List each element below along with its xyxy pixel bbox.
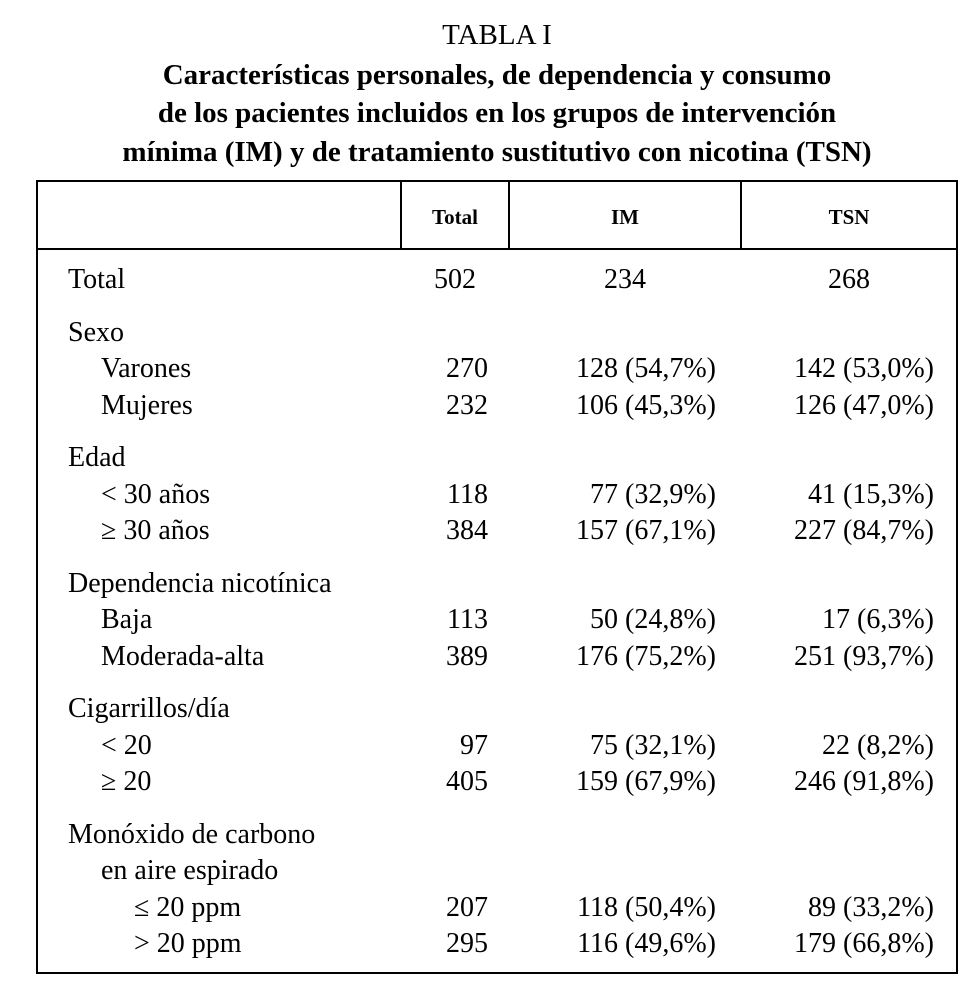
table-row: < 30 años 118 77 (32,9%) 41 (15,3%) — [38, 477, 956, 513]
table-title-line: Características personales, de dependenc… — [162, 59, 832, 91]
cell-im: 128 (54,7%) — [576, 353, 716, 384]
cell-im: 75 (32,1%) — [590, 729, 716, 761]
cell-total: 207 — [446, 891, 488, 923]
row-label: Cigarrillos/día — [68, 693, 230, 724]
cell-total: 389 — [446, 640, 488, 672]
cell-total: 295 — [446, 928, 488, 959]
cell-im: 118 (50,4%) — [577, 891, 716, 923]
cell-im: 176 (75,2%) — [576, 640, 716, 672]
row-label: Dependencia nicotínica — [68, 567, 332, 599]
table-row: Sexo — [38, 315, 956, 351]
table-row: ≥ 30 años 384 157 (67,1%) 227 (84,7%) — [38, 513, 956, 549]
cell-tsn: 17 (6,3%) — [822, 604, 934, 635]
table-row: Total 502 234 268 — [38, 262, 956, 298]
column-divider — [400, 182, 402, 248]
row-label: Monóxido de carbono — [68, 818, 316, 850]
row-label: < 30 años — [101, 478, 211, 510]
table-row: ≤ 20 ppm 207 118 (50,4%) 89 (33,2%) — [38, 890, 956, 926]
table-row: Baja 113 50 (24,8%) 17 (6,3%) — [38, 602, 956, 638]
row-label: Mujeres — [101, 389, 193, 421]
cell-tsn: 179 (66,8%) — [794, 928, 934, 959]
cell-total: 270 — [446, 353, 488, 384]
column-divider — [740, 182, 742, 248]
table-row: Mujeres 232 106 (45,3%) 126 (47,0%) — [38, 388, 956, 424]
row-label: Varones — [101, 353, 192, 384]
cell-tsn: 251 (93,7%) — [794, 640, 934, 672]
row-label: Total — [68, 264, 126, 295]
row-label: Moderada-alta — [101, 640, 265, 672]
table-row: < 20 97 75 (32,1%) 22 (8,2%) — [38, 728, 956, 764]
cell-tsn: 246 (91,8%) — [794, 766, 934, 797]
cell-tsn: 142 (53,0%) — [794, 353, 934, 384]
cell-tsn: 89 (33,2%) — [808, 891, 934, 923]
cell-total: 502 — [434, 264, 476, 295]
row-label: ≤ 20 ppm — [134, 891, 242, 923]
cell-tsn: 41 (15,3%) — [808, 478, 934, 510]
table-title-line: mínima (IM) y de tratamiento sustitutivo… — [122, 136, 872, 168]
cell-im: 234 — [604, 264, 646, 295]
row-label: ≥ 30 años — [101, 515, 210, 546]
row-label: Edad — [68, 442, 126, 473]
row-label: ≥ 20 — [101, 766, 152, 797]
row-label: en aire espirado — [101, 855, 279, 886]
cell-total: 384 — [446, 515, 488, 546]
cell-im: 159 (67,9%) — [576, 766, 716, 797]
table-row: Varones 270 128 (54,7%) 142 (53,0%) — [38, 351, 956, 387]
table-label: TABLA I — [442, 19, 552, 51]
cell-total: 113 — [447, 604, 488, 635]
table-header: Total IM TSN — [38, 182, 956, 250]
cell-total: 232 — [446, 389, 488, 421]
table-row: Cigarrillos/día — [38, 691, 956, 727]
table-row: en aire espirado — [38, 853, 956, 889]
data-table: Total IM TSN Total 502 234 268 Sexo Varones 27… — [36, 180, 958, 974]
cell-im: 77 (32,9%) — [590, 478, 716, 510]
row-label: < 20 — [101, 729, 152, 761]
table-row: Moderada-alta 389 176 (75,2%) 251 (93,7%) — [38, 639, 956, 675]
cell-total: 97 — [460, 729, 488, 761]
cell-total: 118 — [447, 478, 488, 510]
cell-total: 405 — [446, 766, 488, 797]
row-label: Sexo — [68, 316, 124, 348]
column-divider — [508, 182, 510, 248]
cell-im: 157 (67,1%) — [576, 515, 716, 546]
header-im: IM — [611, 205, 639, 229]
cell-im: 50 (24,8%) — [590, 604, 716, 635]
cell-im: 116 (49,6%) — [577, 928, 716, 959]
header-total: Total — [432, 205, 478, 229]
table-row: ≥ 20 405 159 (67,9%) 246 (91,8%) — [38, 764, 956, 800]
table-row: > 20 ppm 295 116 (49,6%) 179 (66,8%) — [38, 926, 956, 962]
table-title-line: de los pacientes incluidos en los grupos… — [157, 97, 837, 129]
cell-tsn: 268 — [828, 264, 870, 295]
cell-tsn: 126 (47,0%) — [794, 389, 934, 421]
cell-tsn: 227 (84,7%) — [794, 515, 934, 546]
row-label: Baja — [101, 604, 153, 635]
cell-tsn: 22 (8,2%) — [822, 729, 934, 761]
cell-im: 106 (45,3%) — [576, 389, 716, 421]
table-row: Monóxido de carbono — [38, 817, 956, 853]
table-row: Dependencia nicotínica — [38, 566, 956, 602]
row-label: > 20 ppm — [134, 928, 242, 959]
header-tsn: TSN — [828, 205, 870, 229]
table-row: Edad — [38, 440, 956, 476]
